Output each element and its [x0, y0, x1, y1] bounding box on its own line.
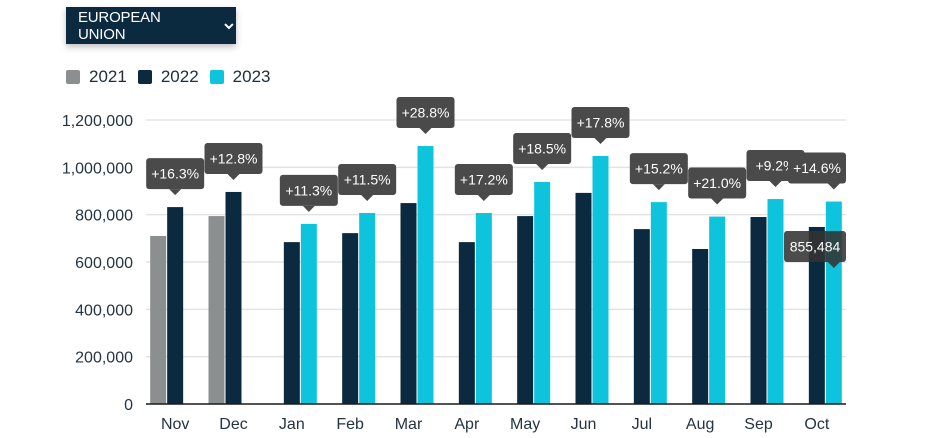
x-tick-label: Jul — [632, 416, 652, 433]
y-tick-label: 1,200,000 — [62, 113, 133, 130]
change-annotation: +15.2% — [629, 153, 688, 191]
x-tick-label: Jun — [571, 416, 597, 433]
legend-item-2022[interactable]: 2022 — [137, 67, 199, 87]
bar-2023-jan[interactable] — [300, 223, 317, 404]
legend-label-2022: 2022 — [160, 67, 199, 86]
y-tick-label: 0 — [124, 397, 133, 414]
chart-legend: 2021 2022 2023 — [66, 67, 281, 87]
change-annotation-label: +11.5% — [344, 172, 391, 188]
bar-2023-mar[interactable] — [417, 146, 434, 405]
bar-2022-nov[interactable] — [167, 207, 184, 404]
x-tick-label: May — [510, 416, 540, 433]
bar-2022-sep[interactable] — [750, 217, 767, 404]
x-axis: Nov Dec Jan Feb Mar Apr May Jun Jul Aug Sep Oct — [161, 416, 830, 433]
y-tick-label: 1,000,000 — [62, 160, 133, 177]
change-annotation-label: +9.2% — [755, 158, 795, 174]
bar-2023-jun[interactable] — [592, 155, 609, 404]
change-annotation: +18.5% — [513, 133, 572, 171]
change-annotation-label: +14.6% — [793, 160, 841, 176]
bar-2022-apr[interactable] — [458, 242, 475, 404]
change-annotation-label: +17.2% — [460, 172, 508, 188]
hover-tooltip-value: 855,484 — [790, 239, 841, 255]
change-annotations: +16.3% +12.8% +11.3% +11.5% +28.8% +17.2% +18.… — [146, 97, 846, 212]
hover-tooltip: 855,484 — [784, 231, 846, 268]
change-annotation-label: +21.0% — [693, 175, 741, 191]
legend-swatch-2022 — [137, 70, 152, 84]
change-annotation: +28.8% — [396, 97, 455, 135]
bar-2022-jul[interactable] — [633, 229, 650, 404]
bar-2022-feb[interactable] — [342, 233, 359, 404]
x-tick-label: Mar — [395, 416, 423, 433]
bar-2023-sep[interactable] — [767, 199, 784, 404]
change-annotation: +17.2% — [454, 164, 513, 202]
x-tick-label: Nov — [161, 416, 189, 433]
legend-label-2023: 2023 — [232, 67, 271, 86]
change-annotation-label: +15.2% — [635, 161, 683, 177]
bar-2022-aug[interactable] — [692, 248, 709, 404]
region-dropdown[interactable]: EUROPEAN UNION — [66, 7, 236, 44]
change-annotation-label: +12.8% — [210, 150, 258, 166]
change-annotation-label: +28.8% — [402, 105, 450, 121]
change-annotation: +12.8% — [204, 142, 263, 180]
region-dropdown-label: EUROPEAN UNION — [78, 8, 161, 43]
legend-swatch-2021 — [66, 70, 80, 84]
change-annotation: +17.8% — [571, 106, 630, 144]
bar-2023-apr[interactable] — [475, 213, 492, 404]
bar-2022-oct[interactable] — [808, 226, 825, 404]
x-tick-label: Aug — [686, 416, 714, 433]
bar-2022-mar[interactable] — [400, 203, 417, 404]
chevron-down-icon — [224, 22, 234, 29]
x-tick-label: Feb — [336, 416, 364, 433]
change-annotation-label: +16.3% — [151, 166, 199, 182]
x-tick-label: Apr — [454, 416, 480, 433]
bar-2022-dec[interactable] — [225, 191, 242, 404]
bar-2021-dec[interactable] — [208, 216, 225, 404]
change-annotation: +14.6% — [788, 152, 846, 190]
bar-2023-aug[interactable] — [709, 216, 726, 404]
x-tick-label: Dec — [219, 416, 247, 433]
change-annotation: +11.5% — [338, 164, 397, 202]
change-annotation-label: +11.3% — [285, 182, 332, 198]
x-tick-label: Sep — [744, 416, 773, 433]
bars — [150, 146, 842, 405]
bar-2022-jun[interactable] — [575, 192, 592, 404]
legend-item-2023[interactable]: 2023 — [209, 67, 271, 87]
change-annotation-label: +17.8% — [577, 114, 625, 130]
bar-2023-may[interactable] — [534, 182, 551, 404]
legend-swatch-2023 — [209, 70, 224, 84]
change-annotation: +21.0% — [688, 167, 747, 205]
change-annotation: +11.3% — [279, 174, 338, 212]
bar-2023-feb[interactable] — [359, 213, 376, 404]
x-tick-label: Jan — [279, 416, 305, 433]
bar-2021-nov[interactable] — [150, 235, 167, 404]
x-tick-label: Oct — [804, 416, 829, 433]
change-annotation-label: +18.5% — [518, 141, 566, 157]
legend-label-2021: 2021 — [89, 67, 127, 86]
bar-2022-may[interactable] — [517, 216, 534, 404]
bar-2023-jul[interactable] — [650, 202, 667, 404]
legend-item-2021[interactable]: 2021 — [66, 67, 127, 87]
y-tick-label: 200,000 — [75, 350, 133, 367]
y-tick-label: 600,000 — [75, 255, 133, 272]
y-axis: 0 200,000 400,000 600,000 800,000 1,000,000 1,… — [62, 113, 133, 414]
change-annotation: +16.3% — [146, 158, 205, 196]
bar-2022-jan[interactable] — [283, 242, 300, 404]
y-tick-label: 400,000 — [75, 302, 133, 319]
y-tick-label: 800,000 — [75, 208, 133, 225]
